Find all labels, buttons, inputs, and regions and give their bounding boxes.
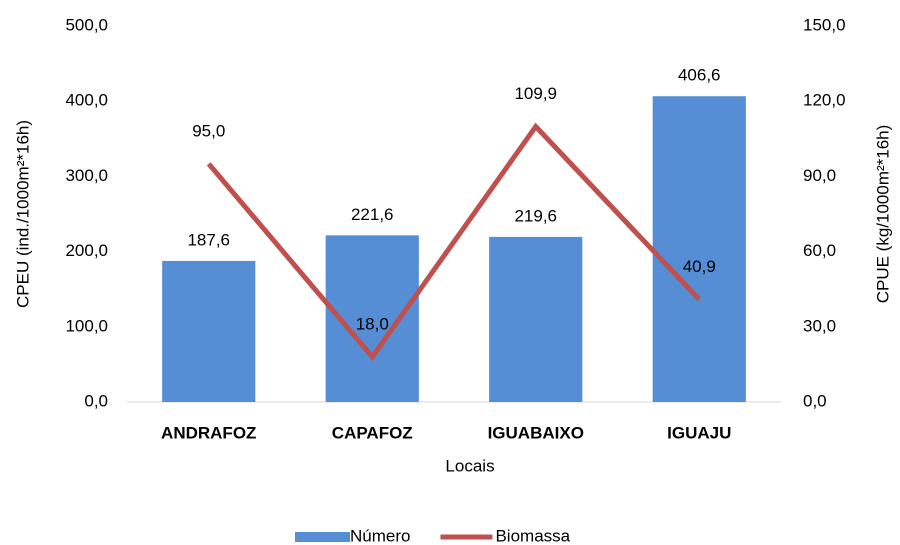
y2-tick-label: 30,0	[803, 316, 836, 335]
legend-label: Biomassa	[495, 526, 570, 545]
y2-axis-label: CPUE (kg/1000m²*16h)	[873, 125, 892, 304]
bar	[162, 260, 256, 402]
y-tick-label: 0,0	[84, 391, 108, 410]
line	[206, 122, 702, 361]
legend-label: Número	[350, 526, 410, 545]
y-tick-label: 400,0	[65, 91, 108, 110]
x-tick-label: IGUABAIXO	[488, 423, 584, 442]
y-tick-label: 200,0	[65, 241, 108, 260]
x-tick-label: IGUAJU	[667, 423, 731, 442]
data-label: 18,0	[356, 314, 389, 333]
y2-tick-label: 90,0	[803, 166, 836, 185]
data-label: 219,6	[514, 206, 557, 225]
y-tick-label: 300,0	[65, 166, 108, 185]
bar	[489, 236, 583, 402]
x-tick-label: CAPAFOZ	[332, 423, 413, 442]
y-tick-label: 500,0	[65, 15, 108, 34]
bar	[652, 96, 746, 402]
y2-tick-label: 0,0	[803, 391, 827, 410]
x-axis-label: Locais	[445, 456, 494, 475]
y2-tick-label: 120,0	[803, 91, 846, 110]
legend-swatch	[295, 532, 350, 542]
data-label: 187,6	[187, 230, 230, 249]
data-label: 406,6	[678, 66, 721, 85]
y-tick-label: 100,0	[65, 316, 108, 335]
x-tick-label: ANDRAFOZ	[161, 423, 256, 442]
data-label: 109,9	[514, 84, 557, 103]
data-label: 95,0	[192, 121, 225, 140]
y2-tick-label: 60,0	[803, 241, 836, 260]
y-axis-label: CPEU (ind./1000m²*16h)	[13, 120, 32, 308]
data-label: 40,9	[683, 257, 716, 276]
y2-tick-label: 150,0	[803, 15, 846, 34]
data-label: 221,6	[351, 205, 394, 224]
